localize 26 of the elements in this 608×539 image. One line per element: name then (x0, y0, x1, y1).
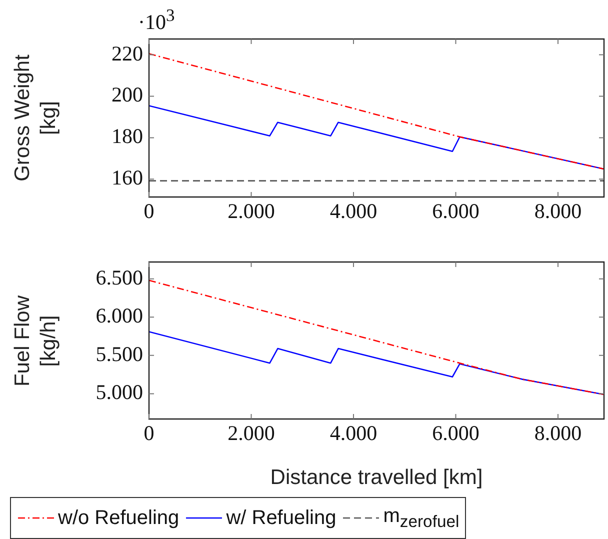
y-tick-label: 160 (112, 166, 143, 190)
x-tick-label: 4.000 (330, 199, 378, 224)
x-tick-label: 0 (144, 421, 154, 446)
y-tick-label: 5.000 (96, 380, 143, 404)
y-tick-label: 200 (112, 82, 143, 107)
legend-label: w/ Refueling (226, 506, 336, 530)
x-tick-label: 2.000 (228, 199, 275, 224)
y-tick-label: 180 (112, 124, 143, 148)
x-tick-label: 4.000 (330, 421, 378, 446)
y-tick-label: 6.000 (96, 304, 143, 328)
text: ·10$^{3}$ (138, 5, 175, 35)
legend-label: w/o Refueling (58, 506, 180, 530)
y-axis-title: Gross Weight [kg] (10, 54, 61, 184)
y-tick-label: 220 (112, 41, 143, 66)
x-axis-title: Distance travelled [km] (270, 466, 483, 490)
y-tick-label: 6.500 (96, 265, 143, 290)
x-tick-label: 0 (144, 199, 154, 224)
y-axis-title: Fuel Flow [kg/h] (10, 294, 61, 388)
x-tick-label: 8.000 (534, 199, 582, 224)
x-tick-label: 8.000 (534, 421, 582, 446)
x-tick-label: 6.000 (432, 421, 480, 446)
line-series (149, 280, 604, 396)
legend-label: m$_{zerofuel}$ (383, 504, 460, 532)
x-tick-label: 2.000 (228, 421, 275, 446)
x-tick-label: 6.000 (432, 199, 480, 224)
y-tick-label: 5.500 (96, 342, 143, 366)
